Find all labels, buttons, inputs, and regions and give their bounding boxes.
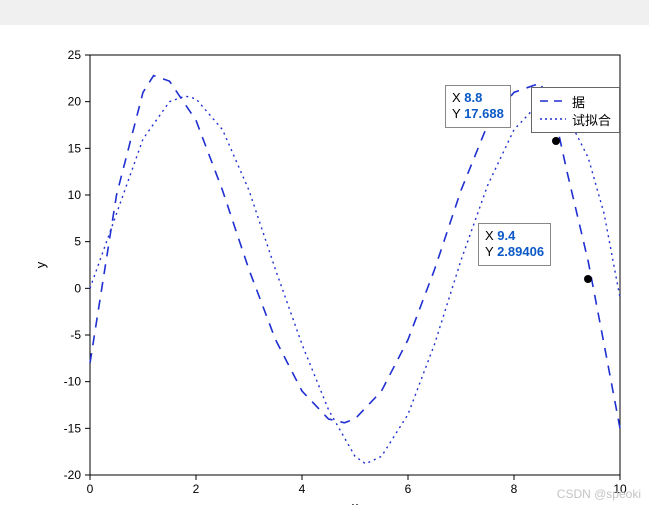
datatip-marker[interactable] (552, 137, 560, 145)
y-tick-label: 15 (68, 141, 82, 155)
datatip[interactable]: X 8.8Y 17.688 (445, 85, 511, 128)
series-dotted (90, 96, 620, 464)
datatip-marker[interactable] (584, 275, 592, 283)
chart-area: 0246810-20-15-10-50510152025xy 据 试拟合 X 8… (0, 25, 649, 505)
x-tick-label: 0 (87, 482, 94, 496)
x-tick-label: 8 (511, 482, 518, 496)
x-tick-label: 4 (299, 482, 306, 496)
y-axis-label: y (33, 261, 48, 268)
datatip[interactable]: X 9.4Y 2.89406 (478, 223, 551, 266)
x-tick-label: 2 (193, 482, 200, 496)
y-tick-label: 5 (74, 235, 81, 249)
y-tick-label: 20 (68, 95, 82, 109)
legend-label: 据 (572, 92, 585, 111)
x-tick-label: 6 (405, 482, 412, 496)
x-axis-label: x (352, 499, 359, 505)
y-tick-label: -15 (64, 421, 82, 435)
y-tick-label: 0 (74, 281, 81, 295)
y-tick-label: -5 (70, 328, 81, 342)
y-tick-label: -20 (64, 468, 82, 482)
y-tick-label: -10 (64, 375, 82, 389)
window-toolbar (0, 0, 649, 26)
watermark: CSDN @speoki (557, 487, 641, 501)
legend-item: 试拟合 (540, 110, 611, 128)
y-tick-label: 25 (68, 48, 82, 62)
legend-item: 据 (540, 92, 611, 110)
y-tick-label: 10 (68, 188, 82, 202)
legend: 据 试拟合 (531, 87, 620, 133)
legend-label: 试拟合 (572, 110, 611, 129)
